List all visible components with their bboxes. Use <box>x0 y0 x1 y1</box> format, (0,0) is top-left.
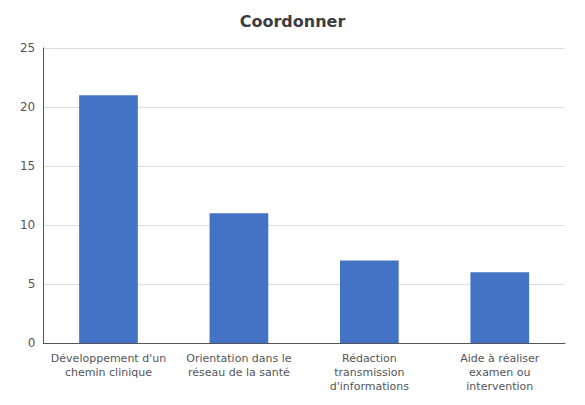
svg-text:10: 10 <box>20 218 35 232</box>
svg-text:intervention: intervention <box>466 380 533 393</box>
svg-text:Orientation dans le: Orientation dans le <box>186 352 292 365</box>
svg-text:chemin clinique: chemin clinique <box>65 366 152 379</box>
svg-text:25: 25 <box>20 41 35 55</box>
svg-text:Rédaction: Rédaction <box>342 352 397 365</box>
svg-text:Développement d'un: Développement d'un <box>51 352 166 365</box>
svg-text:transmission: transmission <box>334 366 404 379</box>
svg-text:Coordonner: Coordonner <box>240 12 346 31</box>
svg-text:20: 20 <box>20 100 35 114</box>
svg-text:5: 5 <box>28 277 36 291</box>
svg-text:Aide à réaliser: Aide à réaliser <box>460 352 539 365</box>
svg-text:examen ou: examen ou <box>469 366 530 379</box>
svg-text:0: 0 <box>28 336 36 350</box>
svg-text:d'informations: d'informations <box>330 380 409 393</box>
svg-text:réseau de la santé: réseau de la santé <box>188 366 290 379</box>
svg-text:15: 15 <box>20 159 35 173</box>
